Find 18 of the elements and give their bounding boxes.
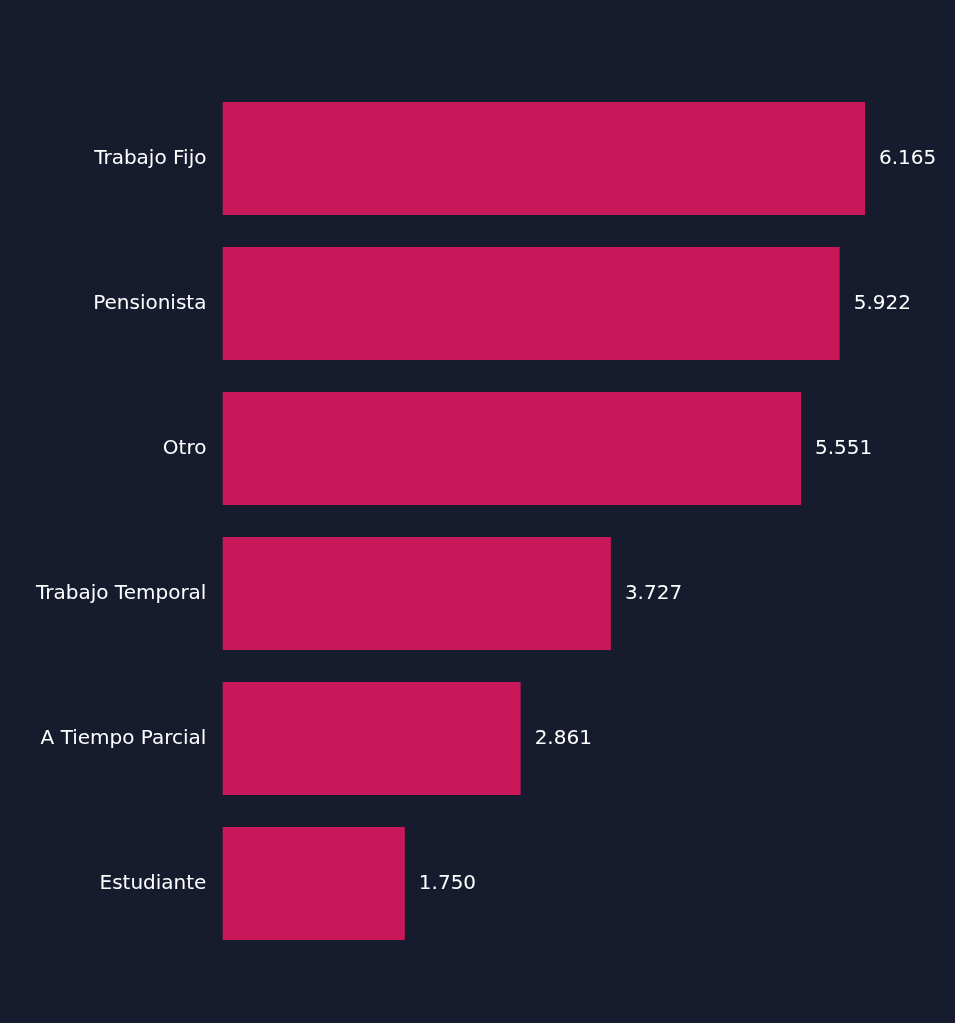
data-label: 5.551 <box>815 434 873 459</box>
data-label: 6.165 <box>879 144 937 169</box>
data-label: 3.727 <box>624 579 683 604</box>
bar <box>222 681 521 796</box>
data-label: 2.861 <box>534 724 592 749</box>
bar <box>222 536 611 651</box>
y-tick-label: Estudiante <box>99 869 207 894</box>
y-tick-label: Trabajo Temporal <box>34 579 207 604</box>
y-tick-label: Otro <box>162 434 207 459</box>
bar <box>222 391 801 506</box>
y-tick-label: A Tiempo Parcial <box>40 724 207 749</box>
bar <box>222 246 840 361</box>
bar <box>222 101 865 216</box>
y-tick-label: Trabajo Fijo <box>93 144 207 169</box>
y-tick-label: Pensionista <box>93 289 207 314</box>
bar <box>222 826 405 941</box>
data-label: 5.922 <box>853 289 911 314</box>
data-label: 1.750 <box>418 869 477 894</box>
